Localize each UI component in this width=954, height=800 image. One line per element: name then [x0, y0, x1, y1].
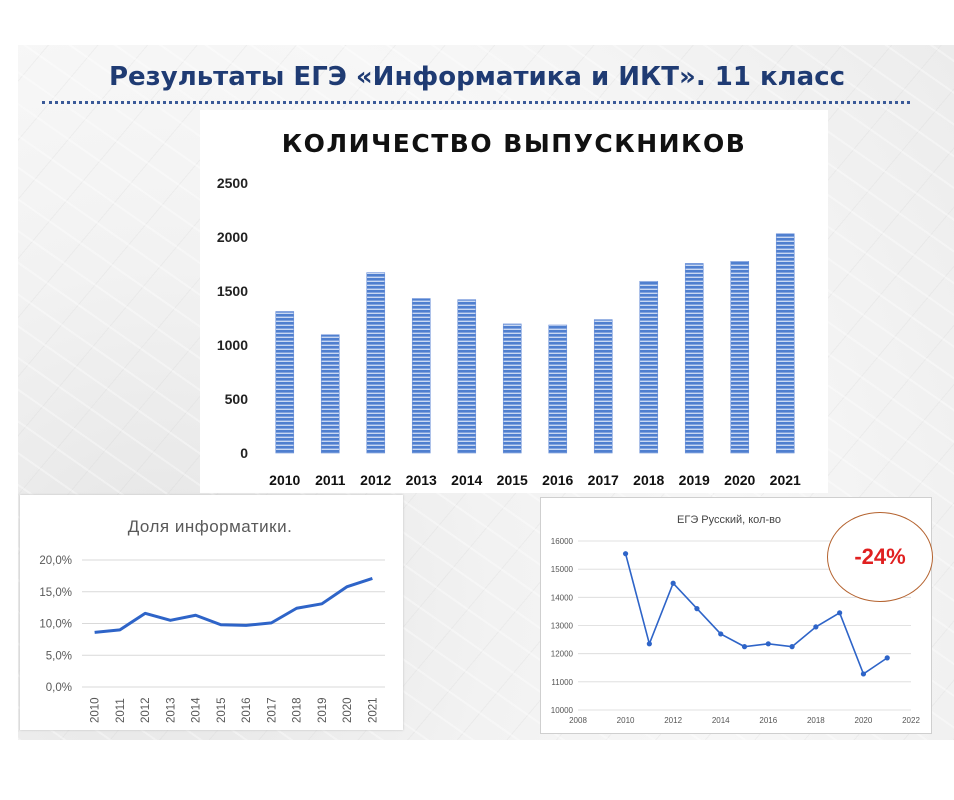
- x-tick-label: 2012: [360, 472, 391, 488]
- x-tick-label: 2013: [406, 472, 437, 488]
- y-tick-label: 500: [225, 391, 249, 407]
- data-point: [741, 644, 748, 650]
- bar: [411, 298, 431, 454]
- x-tick-label: 2010: [617, 716, 635, 725]
- title-divider: [42, 101, 910, 104]
- x-tick-label: 2018: [292, 697, 304, 723]
- y-tick-label: 10,0%: [39, 619, 72, 631]
- x-tick-label: 2015: [216, 697, 228, 723]
- bar: [457, 299, 477, 454]
- y-tick-label: 1500: [217, 283, 248, 299]
- y-tick-label: 0: [240, 445, 248, 461]
- data-point: [670, 580, 676, 586]
- series-line: [624, 553, 888, 676]
- series-line: [94, 576, 373, 634]
- x-tick-label: 2011: [315, 472, 346, 488]
- slide-title: Результаты ЕГЭ «Информатика и ИКТ». 11 к…: [108, 62, 846, 92]
- x-tick-label: 2015: [497, 472, 528, 488]
- x-tick-label: 2018: [633, 472, 664, 488]
- y-tick-label: 15000: [551, 565, 574, 574]
- chart-title: Доля информатики.: [128, 517, 293, 536]
- x-tick-label: 2018: [807, 716, 825, 725]
- y-tick-label: 20,0%: [39, 555, 72, 567]
- bar: [775, 233, 795, 454]
- bar: [548, 324, 568, 454]
- share-line-chart: Доля информатики. 0,0% 5,0% 10,0% 15,0% 20,0%…: [39, 517, 385, 723]
- x-tick-label: 2020: [724, 472, 755, 488]
- y-tick-label: 12000: [551, 650, 574, 659]
- data-point: [622, 551, 629, 557]
- y-tick-label: 5,0%: [46, 650, 72, 662]
- data-point: [813, 624, 819, 630]
- bar: [684, 263, 704, 454]
- x-tick-label: 2016: [759, 716, 777, 725]
- y-tick-label: 1000: [217, 337, 248, 353]
- y-tick-label: 14000: [551, 593, 574, 602]
- x-tick-label: 2014: [191, 697, 203, 723]
- data-point: [646, 641, 652, 647]
- x-tick-label: 2010: [90, 697, 102, 723]
- y-tick-label: 11000: [551, 678, 573, 687]
- x-tick-label: 2020: [342, 697, 354, 723]
- x-tick-label: 2012: [140, 697, 152, 723]
- x-tick-label: 2021: [367, 697, 379, 723]
- data-point: [884, 655, 890, 661]
- x-tick-label: 2014: [712, 716, 730, 725]
- y-tick-label: 16000: [551, 537, 574, 546]
- x-tick-label: 2020: [855, 716, 873, 725]
- change-badge: -24%: [827, 512, 933, 602]
- bar: [320, 334, 340, 454]
- x-tick-label: 2014: [451, 472, 482, 488]
- x-tick-label: 2019: [679, 472, 710, 488]
- x-tick-label: 2017: [266, 697, 278, 723]
- x-tick-label: 2022: [902, 716, 920, 725]
- bar: [730, 261, 750, 454]
- x-tick-label: 2021: [770, 472, 801, 488]
- x-tick-label: 2017: [588, 472, 619, 488]
- bar: [639, 280, 659, 454]
- x-tick-label: 2016: [241, 697, 253, 723]
- x-tick-label: 2010: [269, 472, 300, 488]
- x-tick-label: 2019: [317, 697, 329, 723]
- x-tick-label: 2011: [115, 698, 127, 723]
- x-tick-label: 2013: [165, 697, 177, 723]
- graduates-bar-chart: КОЛИЧЕСТВО ВЫПУСКНИКОВ 0 500 1000 1500 2000 25…: [217, 129, 801, 488]
- bar: [366, 272, 386, 454]
- y-tick-label: 0,0%: [46, 682, 72, 694]
- bar: [502, 323, 522, 454]
- data-point: [837, 610, 843, 616]
- graduates-chart-panel: КОЛИЧЕСТВО ВЫПУСКНИКОВ 0 500 1000 1500 2000 25…: [200, 110, 828, 493]
- data-point: [694, 606, 700, 612]
- y-tick-label: 13000: [551, 622, 574, 631]
- y-tick-label: 2500: [217, 175, 248, 191]
- data-point: [860, 671, 867, 677]
- bar: [593, 319, 613, 454]
- y-tick-label: 10000: [551, 706, 574, 715]
- y-tick-label: 2000: [217, 229, 248, 245]
- x-tick-label: 2008: [569, 716, 587, 725]
- chart-title: ЕГЭ Русский, кол-во: [677, 514, 781, 526]
- data-point: [765, 641, 771, 647]
- data-point: [789, 644, 795, 650]
- y-tick-label: 15,0%: [39, 587, 72, 599]
- x-tick-label: 2012: [664, 716, 682, 725]
- share-chart-panel: Доля информатики. 0,0% 5,0% 10,0% 15,0% 20,0%…: [20, 495, 403, 730]
- bar: [275, 311, 295, 454]
- chart-title: КОЛИЧЕСТВО ВЫПУСКНИКОВ: [282, 129, 747, 158]
- x-tick-label: 2016: [542, 472, 573, 488]
- data-point: [718, 631, 724, 637]
